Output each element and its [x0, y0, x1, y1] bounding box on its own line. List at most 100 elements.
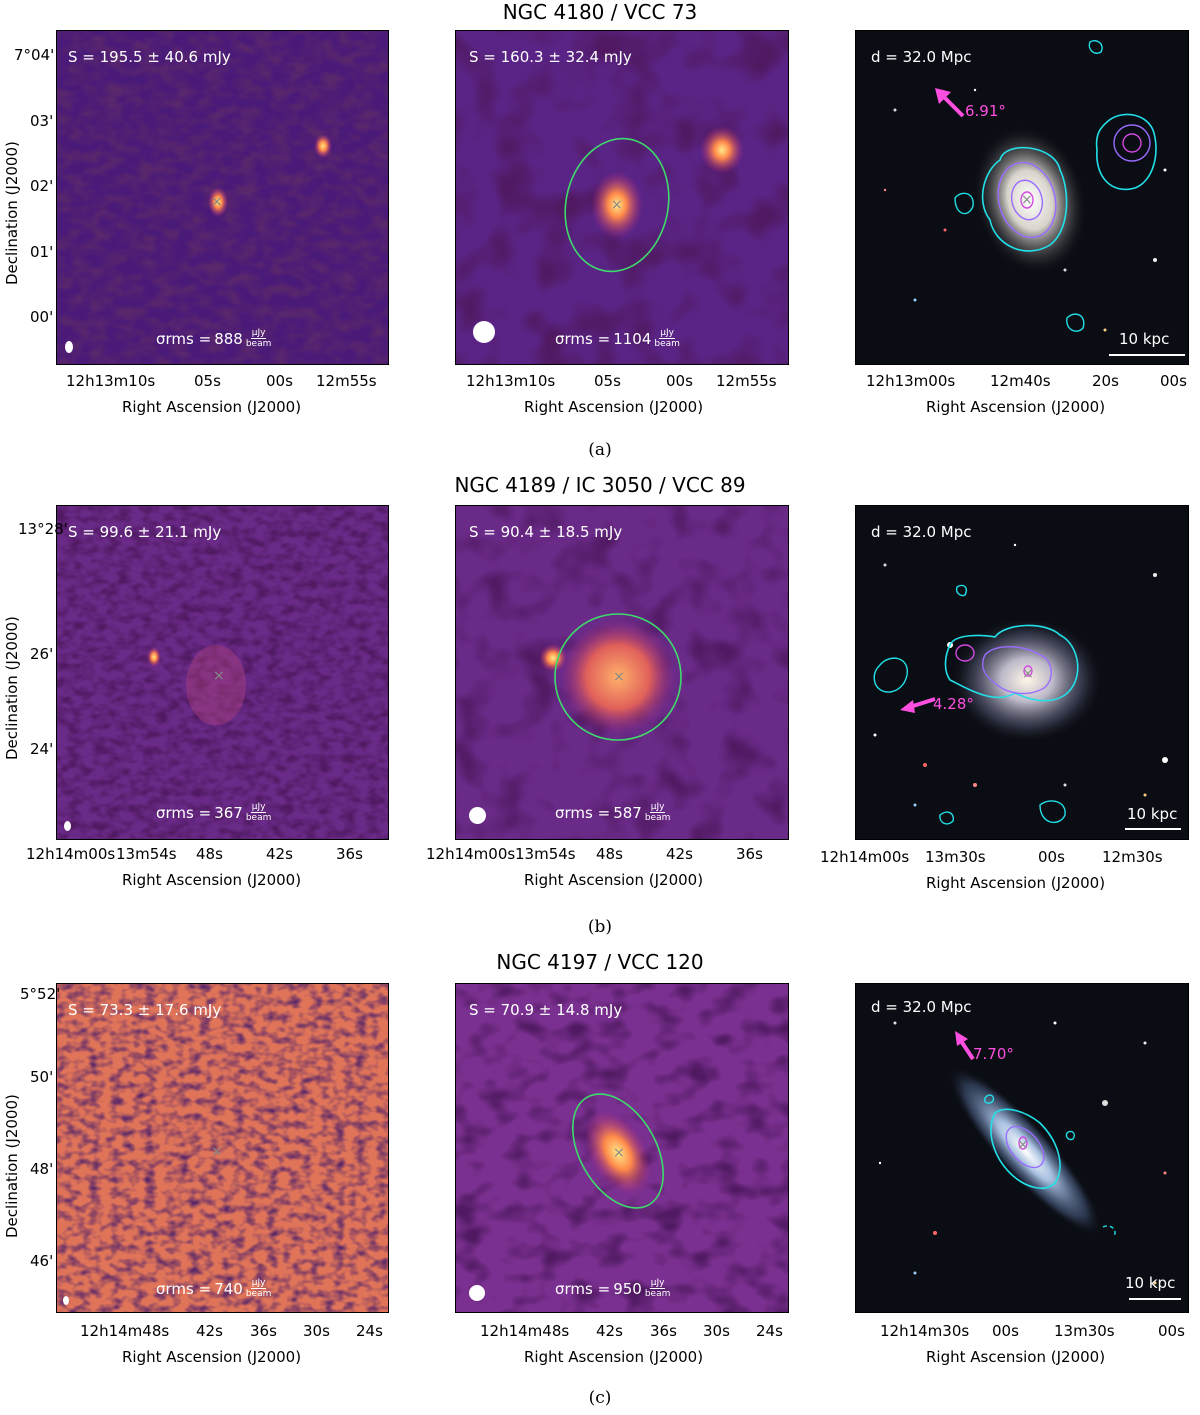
ra-tick: 36s: [736, 845, 763, 863]
unit-fraction: μJy beam: [246, 802, 272, 823]
cross-marker-icon: ×: [1021, 192, 1033, 208]
ra-tick: 00s: [1038, 848, 1065, 866]
dec-tick: 48': [30, 1160, 54, 1178]
distance-label: d = 32.0 Mpc: [871, 998, 972, 1016]
ra-tick: 36s: [650, 1322, 677, 1340]
unit-den: beam: [644, 1289, 671, 1299]
distance-label: d = 32.0 Mpc: [871, 523, 972, 541]
ra-tick: 12m55s: [716, 372, 777, 390]
ra-tick: 30s: [303, 1322, 330, 1340]
ra-tick: 12m40s: [990, 372, 1051, 390]
mid-flux-label: S = 90.4 ± 18.5 mJy: [469, 523, 623, 541]
unit-den: beam: [644, 813, 671, 823]
ra-tick: 42s: [596, 1322, 623, 1340]
ra-tick: 00s: [1158, 1322, 1185, 1340]
x-axis-label: Right Ascension (J2000): [926, 398, 1106, 416]
y-axis-label: Declination (J2000): [3, 616, 21, 760]
unit-num: μJy: [649, 802, 666, 813]
ra-tick: 12h14m00s: [820, 848, 910, 866]
unit-num: μJy: [659, 328, 675, 339]
left-flux-label: S = 195.5 ± 40.6 mJy: [68, 48, 231, 66]
sigma-prefix: σrms =: [555, 329, 611, 348]
row-a-caption: (a): [588, 440, 612, 460]
sigma-value: 367: [214, 803, 243, 822]
row-b-radio-lowres: S = 90.4 ± 18.5 mJy × σrms = 587 μJy beam: [455, 505, 789, 840]
optical-image: [883, 40, 1167, 332]
optical-image: [873, 543, 1168, 825]
beam-ellipse-icon: [469, 1285, 485, 1301]
row-b-title: NGC 4189 / IC 3050 / VCC 89: [454, 473, 746, 497]
x-axis-label: Right Ascension (J2000): [122, 398, 302, 416]
radio-smooth-texture: [455, 30, 789, 365]
dec-tick: 02': [30, 177, 54, 195]
dec-tick: 46': [30, 1252, 54, 1270]
rms-noise-label: σrms = 367 μJy beam: [156, 802, 271, 823]
ra-tick: 12h13m00s: [866, 372, 956, 390]
ra-tick: 20s: [1092, 372, 1119, 390]
unit-fraction: μJy beam: [246, 1278, 272, 1299]
ra-tick: 12h14m48s: [480, 1322, 570, 1340]
optical-image: [878, 1021, 1167, 1285]
unit-num: μJy: [649, 1278, 666, 1289]
unit-den: beam: [654, 339, 680, 349]
left-flux-label: S = 73.3 ± 17.6 mJy: [68, 1001, 222, 1019]
y-axis-label: Declination (J2000): [3, 141, 21, 285]
position-angle-label: 6.91°: [965, 102, 1006, 120]
row-b-caption: (b): [587, 917, 613, 937]
ra-tick: 13m30s: [1054, 1322, 1115, 1340]
unit-fraction: μJy beam: [246, 328, 272, 349]
unit-den: beam: [245, 1289, 272, 1299]
sigma-value: 740: [214, 1279, 243, 1298]
ra-tick: 00s: [266, 372, 293, 390]
rms-noise-label: σrms = 888 μJy beam: [156, 328, 271, 349]
x-axis-label: Right Ascension (J2000): [524, 398, 704, 416]
beam-ellipse-icon: [65, 341, 73, 353]
radio-noise-texture: [56, 983, 389, 1313]
row-a-radio-lowres: S = 160.3 ± 32.4 mJy × σrms = 1104 μJy be…: [455, 30, 789, 365]
x-axis-label: Right Ascension (J2000): [524, 871, 704, 889]
ra-tick: 13m54s: [515, 845, 576, 863]
ra-tick: 24s: [356, 1322, 383, 1340]
beam-ellipse-icon: [63, 1296, 69, 1305]
cross-marker-icon: ×: [611, 197, 623, 213]
scale-bar: [1129, 1298, 1181, 1300]
cross-marker-icon: ×: [1017, 1137, 1029, 1153]
cross-marker-icon: ×: [613, 1145, 625, 1161]
rms-noise-label: σrms = 950 μJy beam: [555, 1278, 670, 1299]
ra-tick: 42s: [666, 845, 693, 863]
sigma-value: 950: [613, 1279, 642, 1298]
ra-tick: 12h13m10s: [466, 372, 556, 390]
ra-tick: 12h14m00s: [26, 845, 116, 863]
unit-fraction: μJy beam: [654, 328, 680, 349]
sigma-prefix: σrms =: [156, 329, 212, 348]
ra-tick: 05s: [194, 372, 221, 390]
ra-tick: 00s: [666, 372, 693, 390]
unit-fraction: μJy beam: [645, 1278, 671, 1299]
position-angle-label: 4.28°: [933, 695, 974, 713]
row-a-radio-highres: S = 195.5 ± 40.6 mJy × σrms = 888 μJy bea…: [56, 30, 389, 365]
x-axis-label: Right Ascension (J2000): [926, 1348, 1106, 1366]
beam-ellipse-icon: [473, 321, 495, 343]
ra-tick: 13m30s: [925, 848, 986, 866]
ra-tick: 05s: [594, 372, 621, 390]
dec-tick: 26': [30, 645, 54, 663]
sigma-prefix: σrms =: [156, 803, 212, 822]
scale-bar-label: 10 kpc: [1125, 1274, 1176, 1292]
radio-smooth-texture: [455, 505, 789, 840]
row-a-title: NGC 4180 / VCC 73: [502, 0, 698, 24]
ra-tick: 12h14m00s: [426, 845, 516, 863]
sigma-value: 1104: [613, 329, 652, 348]
x-axis-label: Right Ascension (J2000): [524, 1348, 704, 1366]
row-c-radio-highres: S = 73.3 ± 17.6 mJy × σrms = 740 μJy beam: [56, 983, 389, 1313]
scale-bar: [1109, 354, 1185, 356]
dec-tick: 24': [30, 740, 54, 758]
ra-tick: 00s: [1160, 372, 1187, 390]
ra-tick: 48s: [196, 845, 223, 863]
sigma-prefix: σrms =: [555, 1279, 611, 1298]
ra-tick: 48s: [596, 845, 623, 863]
row-b-radio-highres: S = 99.6 ± 21.1 mJy × σrms = 367 μJy beam: [56, 505, 389, 840]
unit-num: μJy: [250, 1278, 267, 1289]
beam-ellipse-icon: [64, 821, 71, 831]
cross-marker-icon: ×: [213, 668, 225, 684]
ra-tick: 00s: [992, 1322, 1019, 1340]
